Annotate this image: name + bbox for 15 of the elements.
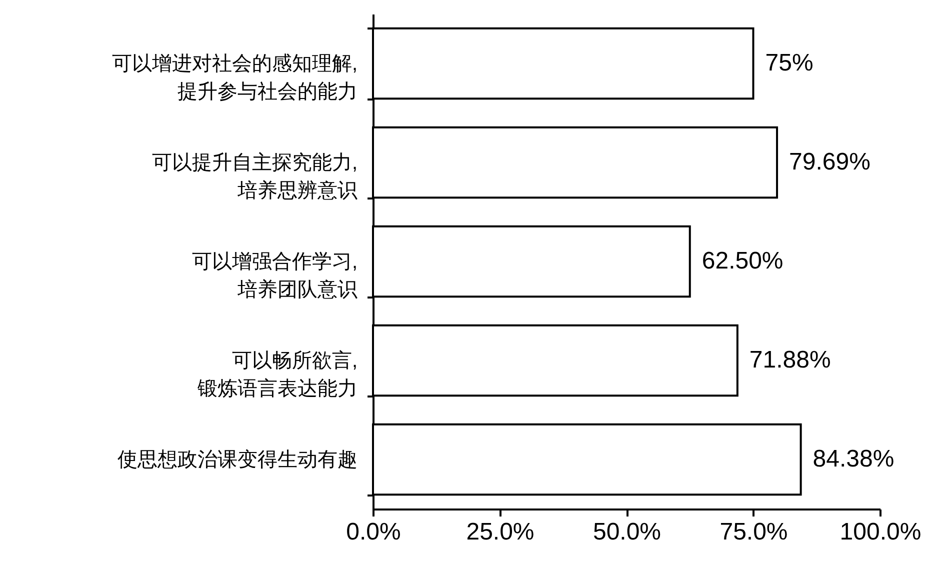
- y-tick-label: 可以增进对社会的感知理解, 提升参与社会的能力: [112, 53, 358, 103]
- x-tick-label: 75.0%: [720, 518, 788, 546]
- data-label: 79.69%: [789, 148, 870, 176]
- data-label: 84.38%: [812, 446, 894, 472]
- x-tick-label: 100.0%: [840, 518, 922, 546]
- y-tick-label: 使思想政治课变得生动有趣: [118, 449, 358, 471]
- data-label: 71.88%: [749, 346, 831, 374]
- x-tick-label: 0.0%: [346, 518, 401, 546]
- y-tick-label: 可以增强合作学习, 培养团队意识: [192, 251, 358, 301]
- x-tick-label: 50.0%: [592, 518, 662, 546]
- data-label: 62.50%: [702, 248, 784, 274]
- data-label: 75%: [765, 50, 814, 76]
- y-tick-label: 可以畅所欲言, 锻炼语言表达能力: [196, 350, 358, 400]
- y-tick-label: 可以提升自主探究能力, 培养思辨意识: [152, 151, 358, 202]
- x-tick-label: 25.0%: [466, 518, 534, 546]
